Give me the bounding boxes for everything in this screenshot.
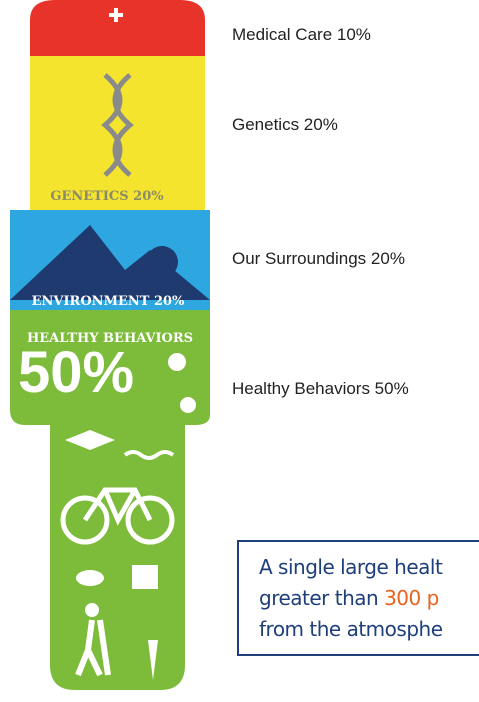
- callout: A single large healt greater than 300 p …: [237, 540, 479, 656]
- apple-icon: [180, 397, 196, 413]
- callout-line: from the atmosphe: [259, 614, 479, 645]
- environment-label: ENVIRONMENT 20%: [32, 294, 185, 309]
- figure: GENETICS 20% ENVIRONMENT 20% HEALTHY BEH…: [0, 0, 230, 702]
- callout-highlight: 300 p: [384, 586, 439, 610]
- legend-item: Our Surroundings 20%: [232, 249, 405, 269]
- museum-icon: [132, 565, 158, 589]
- legend-item: Medical Care 10%: [232, 25, 371, 45]
- fish-icon: [76, 570, 104, 586]
- cross-icon: [114, 8, 118, 22]
- callout-line: greater than 300 p: [259, 583, 479, 614]
- page: GENETICS 20% ENVIRONMENT 20% HEALTHY BEH…: [0, 0, 479, 702]
- genetics-label: GENETICS 20%: [50, 189, 164, 204]
- callout-text: greater than: [259, 586, 384, 610]
- apple-icon: [168, 353, 186, 371]
- behaviors-big: 50%: [18, 340, 134, 405]
- callout-line: A single large healt: [259, 552, 479, 583]
- legend-item: Healthy Behaviors 50%: [232, 379, 409, 399]
- hiker-icon: [85, 603, 99, 617]
- legend-item: Genetics 20%: [232, 115, 338, 135]
